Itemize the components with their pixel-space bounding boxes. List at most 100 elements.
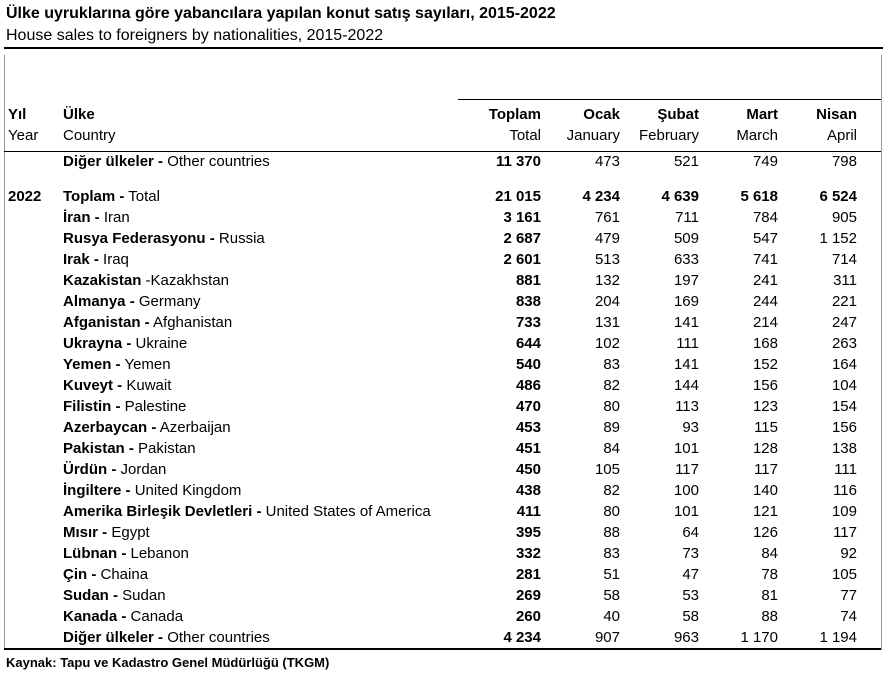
- cell: 3 161: [503, 209, 541, 226]
- country-tr: Toplam -: [63, 188, 125, 205]
- cell: 169: [673, 293, 699, 310]
- cell: 109: [831, 503, 857, 520]
- country-en: Palestine: [124, 398, 187, 415]
- cell: 58: [682, 608, 699, 625]
- cell: 141: [673, 314, 699, 331]
- country-tr: İran -: [63, 209, 100, 226]
- country: İran - Iran: [63, 209, 130, 227]
- cell: 4 234: [582, 188, 620, 205]
- cell: 1 170: [740, 629, 778, 646]
- country: Amerika Birleşik Devletleri - United Sta…: [63, 503, 431, 521]
- country: Lübnan - Lebanon: [63, 545, 189, 563]
- country-en: Egypt: [111, 524, 150, 541]
- country-tr: Filistin -: [63, 398, 121, 415]
- cell: 168: [752, 335, 778, 352]
- country-tr: Çin -: [63, 566, 97, 583]
- cell: 101: [673, 440, 699, 457]
- cell: 411: [516, 503, 541, 520]
- cell: 741: [752, 251, 778, 268]
- country-en: Other countries: [167, 629, 270, 646]
- cell: 115: [754, 419, 778, 436]
- cell: 140: [752, 482, 778, 499]
- country: Kanada - Canada: [63, 608, 183, 626]
- country-tr: Amerika Birleşik Devletleri -: [63, 503, 262, 520]
- country-en: Ukraine: [135, 335, 188, 352]
- cell: 733: [515, 314, 541, 331]
- cell: 92: [840, 545, 857, 562]
- rule: [4, 47, 883, 49]
- cell: 113: [675, 398, 699, 415]
- cell: 126: [752, 524, 778, 541]
- cell: 111: [676, 335, 699, 352]
- country-tr: Diğer ülkeler -: [63, 629, 164, 646]
- cell: 164: [831, 356, 857, 373]
- cell: 749: [752, 153, 778, 170]
- cell: 214: [752, 314, 778, 331]
- country-en: Other countries: [167, 153, 270, 170]
- country-en: Germany: [138, 293, 201, 310]
- cell: 470: [515, 398, 541, 415]
- country-tr: Mısır -: [63, 524, 108, 541]
- cell: 540: [515, 356, 541, 373]
- cell: 761: [594, 209, 620, 226]
- cell: 241: [752, 272, 778, 289]
- column-header-en: Year: [8, 127, 39, 144]
- country-tr: Lübnan -: [63, 545, 127, 562]
- cell: 2 687: [503, 230, 541, 247]
- country-en: Afghanistan: [153, 314, 233, 331]
- rule: [458, 99, 881, 100]
- cell: 244: [752, 293, 778, 310]
- country-en: Russia: [218, 230, 265, 247]
- cell: 80: [603, 398, 620, 415]
- cell: 714: [831, 251, 857, 268]
- cell: 204: [594, 293, 620, 310]
- cell: 547: [752, 230, 778, 247]
- column-header-en: February: [638, 127, 699, 144]
- cell: 93: [682, 419, 699, 436]
- cell: 144: [673, 377, 699, 394]
- country: Yemen - Yemen: [63, 356, 171, 374]
- country: İngiltere - United Kingdom: [63, 482, 241, 500]
- country-tr: Rusya Federasyonu -: [63, 230, 215, 247]
- cell: 116: [833, 482, 857, 499]
- cell: 509: [673, 230, 699, 247]
- cell: 281: [515, 566, 541, 583]
- cell: 784: [752, 209, 778, 226]
- cell: 138: [831, 440, 857, 457]
- country: Rusya Federasyonu - Russia: [63, 230, 265, 248]
- cell: 451: [515, 440, 541, 457]
- cell: 905: [831, 209, 857, 226]
- cell: 2 601: [503, 251, 541, 268]
- country: Filistin - Palestine: [63, 398, 186, 416]
- cell: 83: [603, 545, 620, 562]
- country-tr: Kanada -: [63, 608, 127, 625]
- cell: 132: [594, 272, 620, 289]
- country-en: Kuwait: [126, 377, 172, 394]
- cell: 438: [515, 482, 541, 499]
- cell: 4 234: [503, 629, 541, 646]
- cell: 644: [515, 335, 541, 352]
- column-header: Yıl: [8, 106, 27, 123]
- cell: 711: [675, 209, 699, 226]
- country: Diğer ülkeler - Other countries: [63, 629, 270, 647]
- cell: 58: [603, 587, 620, 604]
- cell: 907: [594, 629, 620, 646]
- cell: 963: [673, 629, 699, 646]
- cell: 123: [752, 398, 778, 415]
- country-tr: Azerbaycan -: [63, 419, 157, 436]
- rule: [4, 648, 881, 650]
- cell: 450: [515, 461, 541, 478]
- cell: 101: [673, 503, 699, 520]
- cell: 513: [594, 251, 620, 268]
- cell: 260: [515, 608, 541, 625]
- cell: 64: [682, 524, 699, 541]
- column-header: Mart: [746, 106, 778, 123]
- title: Ülke uyruklarına göre yabancılara yapıla…: [6, 5, 556, 22]
- country-en: Yemen: [124, 356, 171, 373]
- cell: 6 524: [819, 188, 857, 205]
- cell: 82: [603, 482, 620, 499]
- cell: 53: [682, 587, 699, 604]
- cell: 479: [594, 230, 620, 247]
- cell: 104: [831, 377, 857, 394]
- cell: 102: [594, 335, 620, 352]
